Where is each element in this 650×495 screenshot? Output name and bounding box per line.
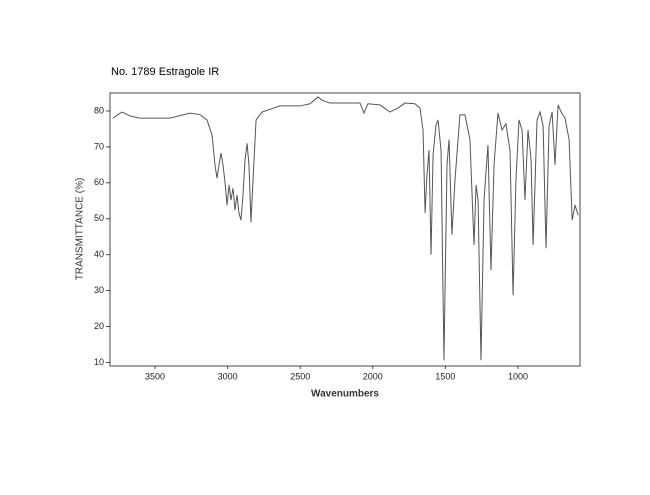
y-tick-label: 70 xyxy=(94,141,104,151)
x-tick-label: 2500 xyxy=(290,371,310,381)
y-tick-label: 50 xyxy=(94,213,104,223)
spectrum-line xyxy=(112,96,579,361)
x-tick-label: 3000 xyxy=(218,371,238,381)
y-tick-label: 40 xyxy=(94,249,104,259)
y-tick-label: 20 xyxy=(94,321,104,331)
x-tick-label: 1500 xyxy=(435,371,455,381)
x-tick-label: 1000 xyxy=(508,371,528,381)
y-tick-label: 30 xyxy=(94,285,104,295)
y-tick-label: 80 xyxy=(94,105,104,115)
plot-frame xyxy=(109,92,581,367)
x-tick-label: 3500 xyxy=(145,371,165,381)
y-tick-label: 10 xyxy=(94,357,104,367)
x-tick-label: 2000 xyxy=(363,371,383,381)
y-tick-label: 60 xyxy=(94,177,104,187)
chart-title: No. 1789 Estragole IR xyxy=(111,66,219,78)
y-axis-label: TRANSMITTANCE (%) xyxy=(75,178,86,281)
x-axis-label: Wavenumbers xyxy=(311,389,379,400)
